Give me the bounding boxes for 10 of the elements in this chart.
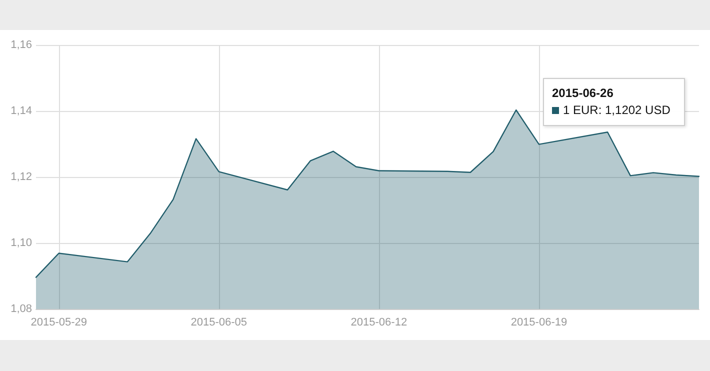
x-tick-label: 2015-06-05 [190, 316, 248, 328]
y-tick-label: 1,12 [10, 171, 32, 183]
y-tick-label: 1,14 [10, 105, 32, 117]
y-tick-label: 1,08 [10, 303, 32, 315]
annotation: 2015-06-26 1 EUR: 1,1202 USD [552, 85, 672, 117]
x-tick-label: 2015-06-19 [510, 316, 568, 328]
y-tick-label: 1,10 [10, 237, 32, 249]
x-tick-label: 2015-06-12 [350, 316, 408, 328]
y-tick-label: 1,16 [10, 39, 32, 51]
x-tick-label: 2015-05-29 [30, 316, 88, 328]
